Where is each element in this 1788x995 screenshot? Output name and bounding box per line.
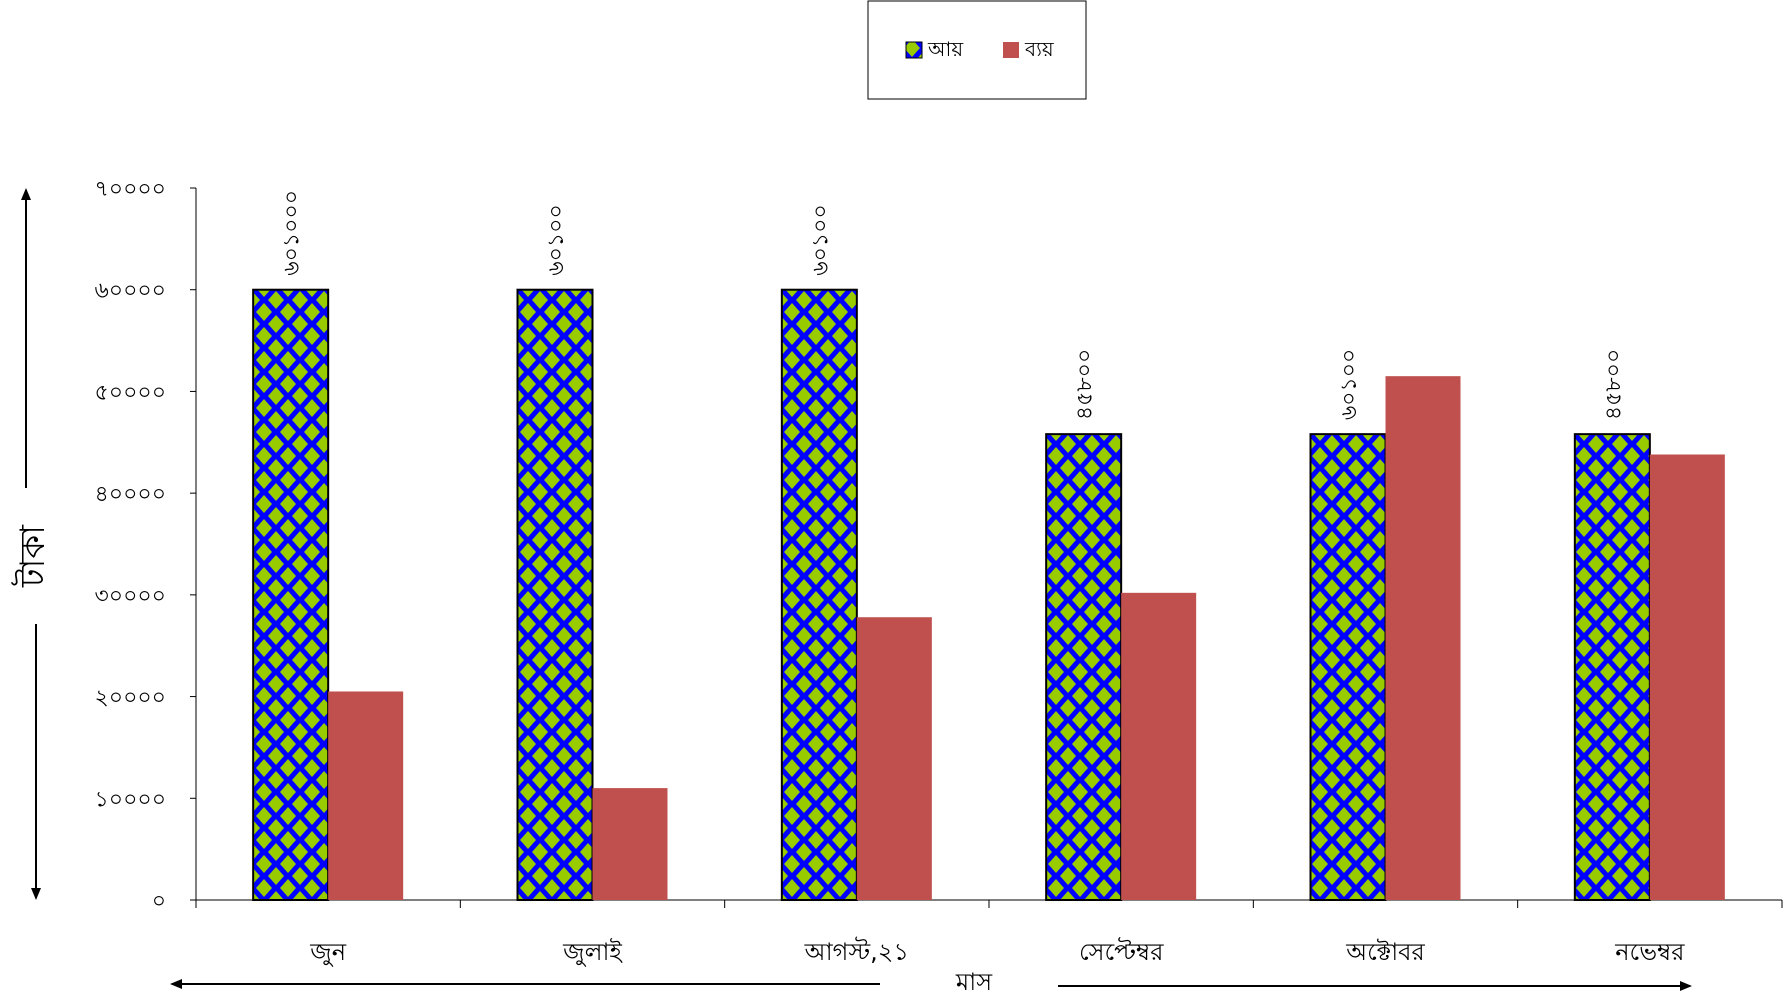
bar-income bbox=[1045, 433, 1123, 901]
bar-data-label: ৪৫৮০০ bbox=[1601, 349, 1626, 420]
bar-expense bbox=[1649, 454, 1725, 900]
x-axis-title-group: মাস bbox=[170, 968, 1692, 995]
y-tick-label: ৬০০০০ bbox=[94, 279, 166, 304]
bars bbox=[252, 288, 1725, 901]
x-tick-label: জুলাই bbox=[562, 938, 623, 967]
bar-data-label: ৬০১০০০ bbox=[280, 190, 305, 276]
y-axis-title: টাকা bbox=[11, 524, 53, 588]
y-tick-label: ৩০০০০ bbox=[94, 584, 166, 609]
bar-data-label: ৪৫৮০০ bbox=[1073, 349, 1098, 420]
bar-expense bbox=[1121, 592, 1197, 900]
legend-swatch-income bbox=[905, 41, 923, 59]
bar-expense bbox=[856, 617, 932, 900]
x-tick-label: জুন bbox=[309, 938, 346, 967]
bar-income bbox=[780, 288, 858, 901]
bar-data-label: ৬০১০০ bbox=[544, 204, 569, 276]
y-tick-label: ৭০০০০ bbox=[94, 177, 166, 202]
bar-expense bbox=[328, 691, 404, 900]
axes: ০ ১০০০০ ২০০০০ ৩০০০০ ৪০০০০ ৫০০০০ ৬০০০০ ৭০০০০ জুন জ… bbox=[94, 177, 1783, 967]
legend-swatch-expense bbox=[1003, 42, 1019, 58]
bar-data-label: ৬০১০০ bbox=[1337, 349, 1362, 421]
data-labels: ৬০১০০০ ৬০১০০ ৬০১০০ ৪৫৮০০ ৬০১০০ ৪৫৮০০ bbox=[280, 190, 1627, 420]
x-axis-title: মাস bbox=[955, 968, 993, 995]
x-tick-label: আগস্ট,২১ bbox=[804, 937, 909, 966]
bar-data-label: ৬০১০০ bbox=[808, 204, 833, 276]
y-tick-label: ২০০০০ bbox=[94, 686, 166, 711]
y-tick-label: ৫০০০০ bbox=[95, 380, 167, 405]
bar-income bbox=[252, 288, 330, 901]
legend-box bbox=[867, 0, 1087, 100]
bar-expense bbox=[592, 788, 668, 900]
bar-expense bbox=[1385, 376, 1461, 901]
legend-label-expense: ব্যয় bbox=[1024, 37, 1055, 61]
x-tick-label: অক্টোবর bbox=[1345, 938, 1425, 966]
legend-label-income: আয় bbox=[927, 37, 964, 61]
y-tick-label: ০ bbox=[152, 889, 166, 914]
legend: আয় ব্যয় bbox=[867, 0, 1087, 100]
bar-income bbox=[1573, 433, 1651, 901]
bar-income bbox=[1309, 433, 1387, 901]
bar-income bbox=[516, 288, 594, 901]
y-tick-label: ১০০০০ bbox=[95, 787, 167, 812]
y-axis-title-group: টাকা bbox=[11, 188, 53, 900]
y-tick-label: ৪০০০০ bbox=[95, 482, 167, 507]
x-tick-label: নভেম্বর bbox=[1614, 938, 1685, 966]
x-tick-label: সেপ্টেম্বর bbox=[1079, 937, 1164, 966]
